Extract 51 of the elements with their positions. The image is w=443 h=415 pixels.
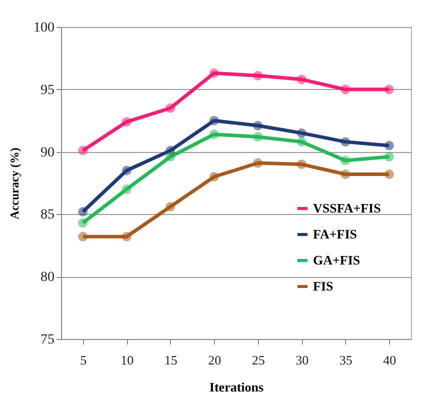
legend-label: VSSFA+FIS (313, 200, 381, 216)
point (340, 170, 350, 179)
point (253, 70, 263, 80)
point (209, 68, 219, 78)
x-tick-label: 40 (383, 352, 396, 368)
point (340, 84, 350, 94)
point (122, 184, 132, 194)
y-tick-label: 95 (40, 82, 54, 98)
point (253, 132, 263, 142)
point (166, 152, 176, 162)
point (78, 146, 88, 156)
y-tick-label: 85 (40, 208, 54, 223)
point (122, 232, 132, 242)
point (209, 172, 219, 182)
point (384, 140, 394, 150)
point (166, 202, 176, 212)
point (384, 152, 394, 162)
legend-label: FA+FIS (313, 226, 358, 242)
x-tick-label: 35 (339, 352, 352, 368)
point (253, 158, 263, 168)
point (296, 128, 306, 138)
point (209, 130, 219, 140)
y-tick-label: 100 (34, 20, 54, 36)
point (340, 137, 350, 147)
point (384, 84, 394, 94)
x-tick-label: 5 (80, 352, 87, 368)
point (296, 137, 306, 147)
y-tick-label: 80 (40, 270, 54, 286)
point (296, 160, 306, 170)
point (78, 206, 88, 216)
x-tick-label: 10 (120, 352, 134, 368)
x-tick-label: 15 (164, 352, 178, 368)
point (78, 232, 88, 242)
y-tick-label: 75 (40, 332, 54, 348)
y-tick-label: 90 (40, 145, 54, 160)
y-axis-title: Accuracy (%) (8, 148, 22, 220)
legend-label: FIS (313, 278, 334, 294)
point (340, 156, 350, 166)
point (78, 218, 88, 228)
x-axis-title: Iterations (209, 380, 264, 394)
x-tick-label: 20 (208, 352, 222, 368)
point (122, 166, 132, 176)
x-tick-label: 30 (296, 352, 309, 368)
point (122, 117, 132, 127)
point (296, 74, 306, 84)
point (209, 116, 219, 126)
point (166, 103, 176, 113)
point (384, 170, 394, 179)
x-tick-label: 25 (252, 352, 265, 368)
legend-label: GA+FIS (313, 252, 360, 268)
point (253, 120, 263, 130)
